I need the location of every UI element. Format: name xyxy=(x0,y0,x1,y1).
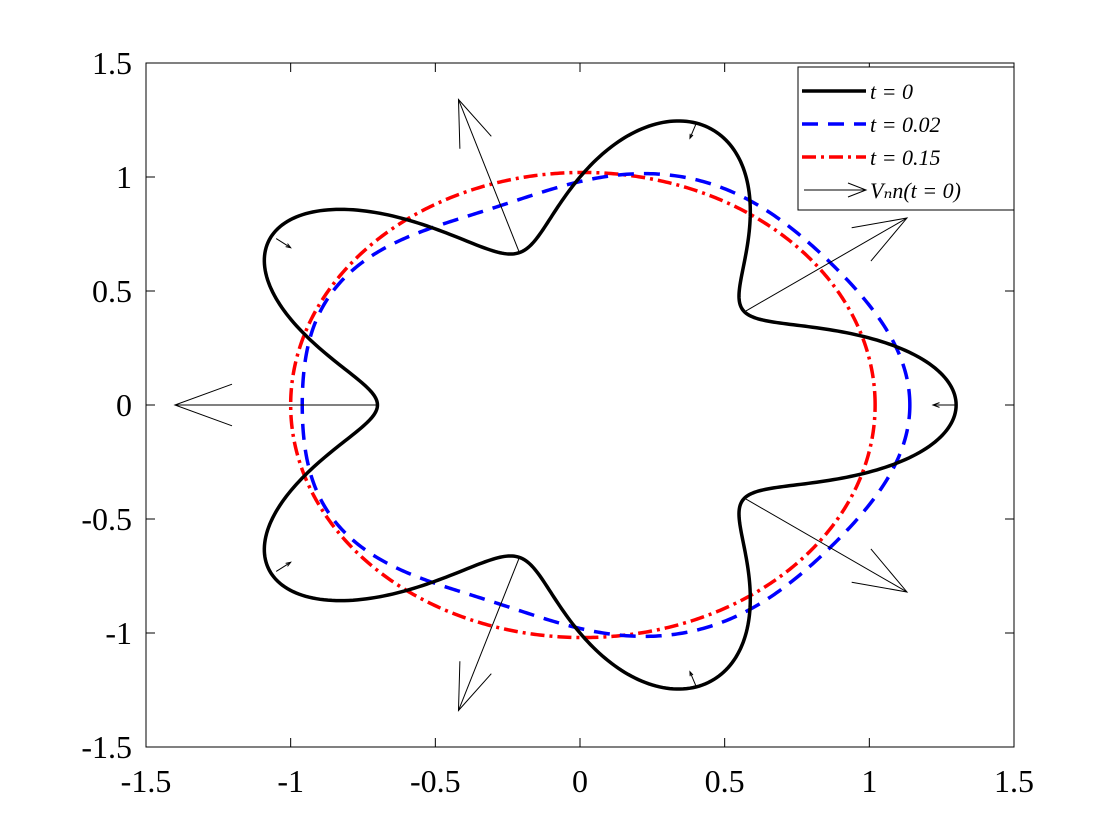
arrow-7 xyxy=(275,238,292,249)
y-tick-label: -0.5 xyxy=(81,501,132,537)
legend-entry-arrow: Vₙn(t = 0) xyxy=(804,178,961,203)
y-tick-label: -1 xyxy=(105,615,132,651)
y-tick-label: 1 xyxy=(116,159,132,195)
arrow-6 xyxy=(689,124,697,140)
x-tick-label: 1 xyxy=(861,763,877,799)
legend-label-arrow: Vₙn(t = 0) xyxy=(870,178,961,203)
x-tick-labels: -1.5 -1 -0.5 0 0.5 1 1.5 xyxy=(121,763,1034,799)
series-t002-line xyxy=(300,171,912,639)
arrow-head xyxy=(457,661,492,712)
arrow-head xyxy=(285,243,292,249)
arrow-head xyxy=(931,402,940,408)
arrow-head xyxy=(457,98,492,149)
x-tick-label: 1.5 xyxy=(994,763,1034,799)
arrow-shaft xyxy=(689,671,697,686)
legend: t = 0 t = 0.02 t = 0.15 Vₙn(t = 0) xyxy=(797,66,1015,211)
arrow-2 xyxy=(457,98,520,253)
arrow-shaft xyxy=(458,557,520,711)
x-tick-label: 0 xyxy=(572,763,588,799)
arrow-shaft xyxy=(275,561,291,572)
legend-entry-t0: t = 0 xyxy=(802,79,913,104)
series-t015-line xyxy=(288,170,877,640)
arrow-shaft xyxy=(689,124,697,139)
legend-label-t015: t = 0.15 xyxy=(870,145,940,170)
y-tick-label: -1.5 xyxy=(81,729,132,765)
y-tick-label: 1.5 xyxy=(92,45,132,81)
y-tick-labels: 1.5 1 0.5 0 -0.5 -1 -1.5 xyxy=(81,45,132,765)
arrow-5 xyxy=(744,498,909,593)
x-tick-label: 0.5 xyxy=(705,763,745,799)
series-t0-line xyxy=(262,119,958,691)
legend-entry-t015: t = 0.15 xyxy=(802,145,940,170)
arrow-shaft xyxy=(275,238,291,249)
axes xyxy=(145,62,1015,748)
arrow-head xyxy=(689,133,694,140)
y-tick-label: 0 xyxy=(116,387,132,423)
arrow-3 xyxy=(173,383,378,427)
arrow-9 xyxy=(689,670,697,686)
legend-entry-t002: t = 0.02 xyxy=(802,112,940,137)
x-tick-label: -1.5 xyxy=(121,763,172,799)
arrow-head xyxy=(173,383,233,427)
y-tick-label: 0.5 xyxy=(92,273,132,309)
arrow-1 xyxy=(744,217,909,312)
legend-arrowhead-icon xyxy=(847,182,868,198)
arrow-0 xyxy=(931,402,957,408)
arrow-shaft xyxy=(458,99,520,253)
normal-velocity-arrows xyxy=(173,98,957,712)
arrow-head xyxy=(851,217,909,262)
arrow-8 xyxy=(275,561,292,572)
arrow-head xyxy=(285,561,292,567)
arrow-shaft xyxy=(744,498,908,593)
arrow-shaft xyxy=(744,217,908,312)
x-tick-label: -1 xyxy=(277,763,304,799)
x-tick-label: -0.5 xyxy=(410,763,461,799)
arrow-head xyxy=(851,548,909,593)
arrow-head xyxy=(689,670,694,677)
legend-label-t002: t = 0.02 xyxy=(870,112,940,137)
arrow-4 xyxy=(457,557,520,712)
legend-label-t0: t = 0 xyxy=(870,79,913,104)
